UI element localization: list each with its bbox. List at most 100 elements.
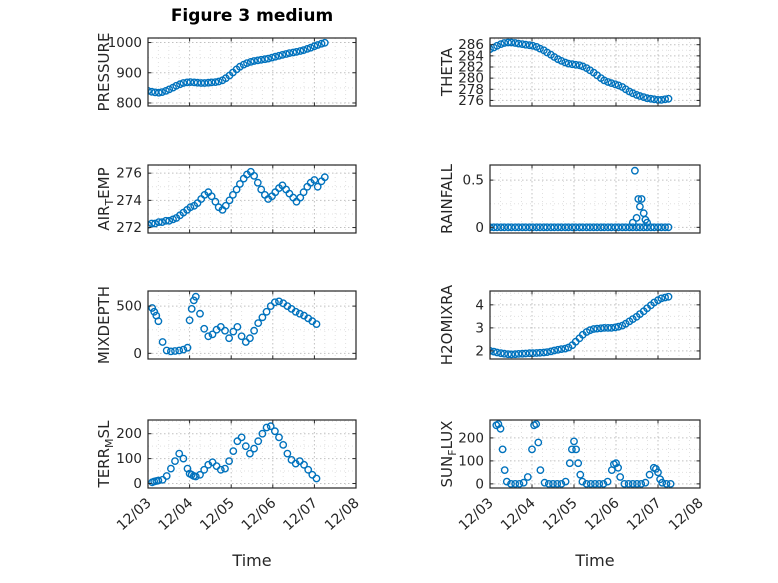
tick-marks — [489, 420, 701, 488]
data-point — [515, 479, 524, 488]
data-point — [186, 78, 195, 87]
data-point — [270, 298, 279, 307]
data-point — [171, 347, 179, 355]
data-point — [611, 323, 620, 332]
data-point — [549, 479, 557, 488]
data-point — [500, 466, 509, 474]
data-point — [245, 334, 254, 343]
data-point — [628, 479, 637, 488]
data-point — [511, 350, 520, 359]
data-point — [639, 93, 648, 102]
data-point — [634, 195, 643, 203]
data-point — [493, 223, 501, 232]
data-point — [536, 466, 545, 474]
data-point — [658, 478, 667, 487]
data-point — [536, 44, 544, 53]
data-point — [296, 47, 305, 55]
data-point — [607, 323, 616, 332]
data-point — [532, 223, 541, 232]
data-point — [661, 293, 669, 302]
data-point — [572, 445, 580, 454]
data-point — [496, 223, 505, 232]
data-point — [221, 326, 229, 335]
scatter-series — [148, 38, 329, 97]
data-point — [494, 420, 503, 428]
data-point — [514, 223, 523, 232]
data-point — [614, 322, 623, 331]
tick-marks — [147, 38, 357, 106]
data-point — [564, 59, 573, 68]
data-point — [561, 58, 570, 67]
data-point — [645, 470, 654, 479]
data-point — [518, 223, 527, 232]
y-tick-label: 1000 — [108, 35, 142, 51]
data-point — [620, 479, 629, 488]
data-point — [654, 468, 662, 477]
data-point — [568, 223, 577, 232]
data-point — [650, 298, 659, 307]
x-tick-label: 12/08 — [322, 495, 363, 534]
data-point — [254, 319, 263, 327]
ylabel-text: AIR — [95, 205, 113, 231]
data-point — [204, 332, 213, 341]
data-point — [561, 344, 570, 353]
data-point — [523, 473, 532, 481]
data-point — [628, 89, 637, 98]
data-point — [291, 307, 300, 316]
data-point — [253, 178, 262, 187]
data-point — [540, 478, 549, 487]
data-point — [275, 51, 283, 60]
minor-grid — [490, 165, 700, 233]
data-point — [564, 343, 573, 352]
data-point — [260, 55, 269, 64]
data-point — [496, 424, 505, 433]
minor-grid — [148, 38, 356, 106]
ylabel-text: H2OMIXRA — [438, 284, 456, 366]
data-point — [557, 57, 566, 65]
data-point — [611, 80, 620, 89]
data-point — [504, 223, 512, 232]
subplot-pressure: 800 900 1000 — [108, 35, 357, 111]
data-point — [532, 420, 541, 428]
data-point — [221, 201, 230, 210]
subplot-rainfall: 00.5 — [463, 164, 701, 236]
data-point — [614, 81, 623, 90]
data-point — [564, 223, 573, 232]
data-point — [268, 53, 276, 62]
data-point — [500, 223, 509, 232]
y-tick-label: 800 — [116, 95, 142, 111]
data-point — [599, 479, 608, 488]
data-point — [657, 96, 666, 104]
scatter-series — [148, 167, 329, 229]
data-point — [241, 338, 250, 346]
x-axis-label-right: Time — [575, 551, 615, 570]
axes-border — [489, 164, 701, 234]
subplot-airtemp: 272 274 276 — [116, 164, 357, 236]
data-point — [500, 349, 509, 358]
data-point — [664, 94, 673, 103]
data-point — [582, 479, 591, 488]
tick-marks — [147, 165, 357, 233]
data-point — [197, 79, 206, 87]
y-tick-label: 272 — [116, 220, 142, 236]
data-point — [643, 223, 651, 232]
data-point — [303, 45, 312, 53]
data-point — [262, 307, 271, 316]
data-point — [604, 223, 612, 232]
data-point — [193, 78, 202, 87]
data-point — [539, 348, 548, 357]
data-point — [295, 309, 304, 318]
data-point — [212, 462, 221, 470]
data-point — [191, 292, 200, 301]
data-point — [534, 438, 543, 447]
data-point — [306, 43, 315, 52]
x-tick-label: 12/06 — [239, 495, 280, 534]
data-point — [490, 45, 494, 53]
ylabel-text: RAINFALL — [438, 164, 456, 234]
data-point — [511, 39, 520, 47]
data-point — [518, 40, 527, 48]
ylabel-text: PRESSURE — [95, 32, 113, 112]
data-point — [266, 422, 275, 431]
data-point — [179, 345, 188, 354]
data-point — [568, 60, 577, 69]
